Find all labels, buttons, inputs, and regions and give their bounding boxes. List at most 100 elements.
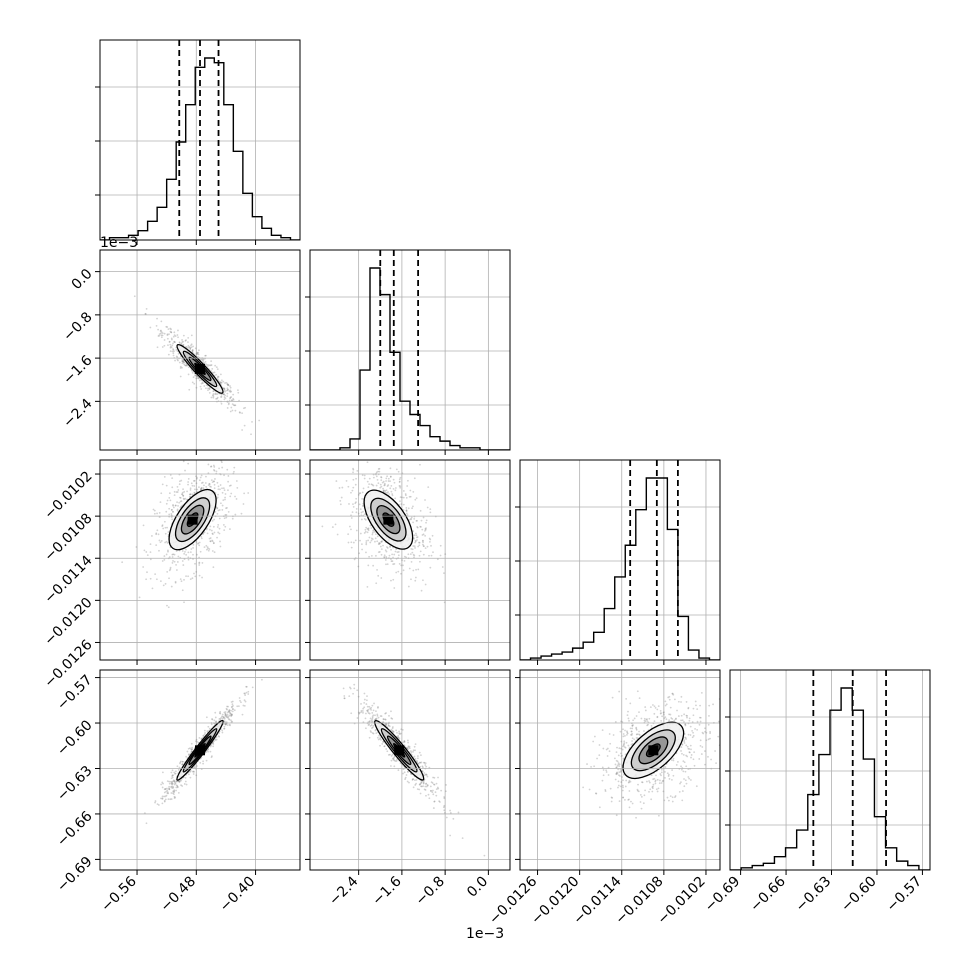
scatter-point: [400, 728, 403, 731]
scatter-point: [436, 558, 439, 561]
scatter-point: [375, 717, 378, 720]
scatter-point: [183, 783, 186, 785]
scatter-point: [717, 720, 720, 723]
scatter-point: [615, 766, 618, 769]
scatter-point: [415, 759, 418, 762]
scatter-point: [689, 734, 692, 736]
scatter-point: [209, 537, 212, 539]
scatter-point: [213, 469, 215, 471]
scatter-point: [177, 504, 179, 507]
panel-2-0: [95, 454, 301, 665]
scatter-point: [160, 331, 163, 333]
scatter-point: [688, 777, 691, 780]
scatter-point: [207, 725, 210, 728]
scatter-point: [420, 589, 423, 592]
scatter-point: [370, 537, 373, 540]
scatter-point: [212, 740, 215, 743]
scatter-point: [683, 720, 685, 723]
scatter-point: [212, 542, 215, 545]
scatter-point: [167, 550, 169, 553]
scatter-point: [391, 553, 394, 556]
scatter-point: [176, 334, 179, 336]
scatter-point: [222, 487, 225, 490]
scatter-point: [223, 454, 225, 456]
scatter-point: [224, 723, 227, 725]
scatter-point: [398, 480, 401, 483]
scatter-point: [143, 549, 146, 552]
scatter-point: [179, 506, 182, 509]
scatter-point: [709, 732, 711, 735]
scatter-point: [414, 576, 417, 579]
scatter-point: [403, 740, 406, 743]
scatter-point: [420, 754, 422, 757]
scatter-point: [187, 346, 190, 349]
panel-frame-3-2: [519, 669, 721, 871]
scatter-point: [179, 497, 182, 499]
scatter-point: [428, 554, 430, 557]
scatter-point: [160, 329, 162, 332]
scatter-point: [155, 324, 158, 327]
tick-label-x-0-1: −0.48: [157, 874, 199, 916]
scatter-point: [654, 779, 657, 782]
scatter-point: [392, 757, 395, 760]
offset-label-param1-hist: 1e−3: [100, 235, 138, 251]
scatter-point: [239, 699, 241, 702]
scatter-point: [394, 489, 397, 492]
scatter-point: [224, 715, 227, 717]
scatter-point: [387, 484, 390, 486]
scatter-point: [251, 420, 253, 423]
scatter-point: [433, 800, 436, 803]
scatter-point: [374, 540, 376, 543]
scatter-point: [385, 546, 388, 548]
scatter-point: [681, 790, 684, 792]
scatter-point: [172, 354, 175, 357]
scatter-point: [200, 535, 203, 538]
scatter-point: [172, 785, 174, 788]
scatter-point: [180, 500, 183, 502]
scatter-point: [178, 501, 181, 504]
scatter-point: [232, 708, 234, 711]
scatter-point: [371, 712, 374, 714]
scatter-point: [202, 533, 204, 535]
scatter-point: [657, 814, 660, 817]
scatter-point: [680, 714, 683, 717]
scatter-point: [180, 760, 182, 763]
scatter-point: [228, 399, 231, 402]
scatter-point: [687, 706, 690, 709]
scatter-point: [194, 562, 196, 565]
scatter-point: [376, 713, 379, 716]
scatter-point: [145, 822, 148, 825]
scatter-point: [211, 367, 214, 370]
scatter-point: [181, 366, 183, 369]
tick-label-x-1-1: −1.6: [369, 873, 404, 908]
scatter-point: [370, 708, 373, 711]
scatter-point: [192, 773, 195, 775]
scatter-point: [700, 753, 703, 755]
scatter-point: [348, 695, 351, 697]
scatter-point: [375, 475, 378, 478]
scatter-point: [673, 719, 676, 722]
scatter-point: [191, 349, 194, 352]
scatter-point: [417, 763, 420, 765]
scatter-point: [419, 783, 421, 786]
scatter-point: [369, 541, 372, 544]
scatter-point: [170, 516, 173, 518]
scatter-point: [673, 698, 676, 701]
panel-3-3: [725, 669, 931, 875]
scatter-point: [592, 740, 595, 743]
scatter-point: [347, 541, 350, 544]
scatter-point: [208, 364, 211, 367]
scatter-point: [167, 344, 169, 346]
scatter-point: [211, 540, 214, 543]
scatter-point: [371, 538, 374, 541]
scatter-point: [365, 703, 368, 705]
scatter-point: [171, 775, 174, 778]
scatter-point: [658, 782, 661, 785]
scatter-point: [163, 799, 166, 802]
scatter-point: [230, 714, 233, 717]
scatter-point: [352, 478, 355, 481]
scatter-point: [217, 375, 219, 378]
scatter-point: [601, 779, 604, 782]
scatter-point: [412, 569, 415, 572]
scatter-point: [443, 804, 446, 807]
